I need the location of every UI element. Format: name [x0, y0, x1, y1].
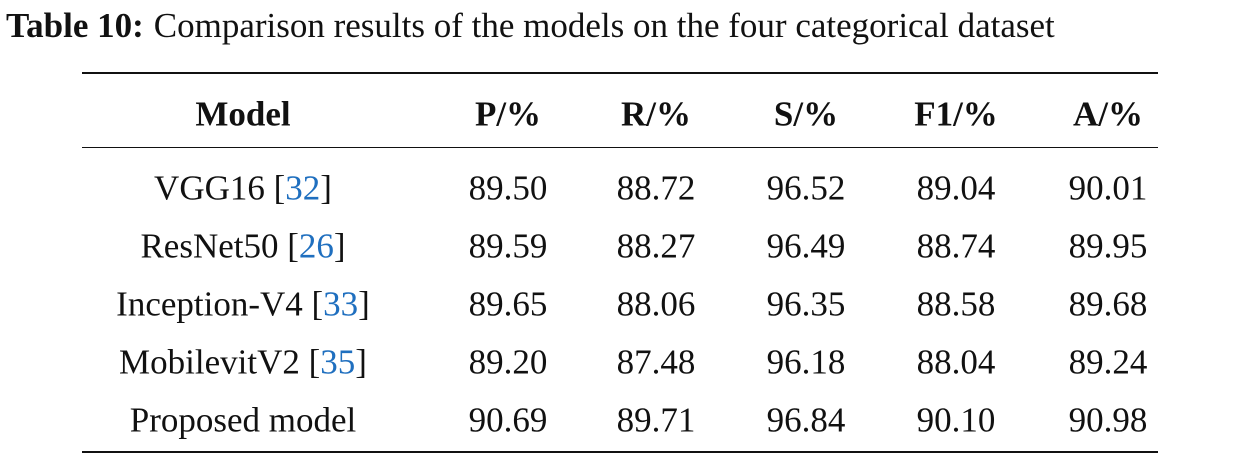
header-cell: S/% — [773, 94, 839, 134]
value-cell: 88.72 — [616, 168, 696, 208]
value-cell: 96.35 — [766, 284, 846, 324]
value-cell: 96.18 — [766, 342, 846, 382]
model-name: Inception-V4 [ — [116, 284, 324, 324]
value-cell: 89.95 — [1068, 226, 1148, 266]
value-cell: 90.10 — [916, 400, 996, 440]
model-name: MobilevitV2 [ — [119, 342, 321, 382]
mid-rule — [82, 147, 1158, 148]
model-cell: Inception-V4 [33] — [116, 287, 370, 322]
bottom-rule — [82, 451, 1158, 453]
model-name: ] — [333, 226, 346, 266]
value-cell: 89.59 — [468, 226, 548, 266]
model-cell: VGG16 [32] — [154, 171, 332, 206]
header-cell: F1/% — [914, 94, 998, 134]
header-cell: Model — [195, 94, 291, 134]
value-cell: 88.74 — [916, 226, 996, 266]
value-cell: 88.06 — [616, 284, 696, 324]
value-cell: 89.20 — [468, 342, 548, 382]
citation: 33 — [323, 284, 359, 324]
caption-label: Table 10: — [6, 6, 144, 45]
citation: 32 — [285, 168, 321, 208]
top-rule — [82, 72, 1158, 74]
value-cell: 88.04 — [916, 342, 996, 382]
value-cell: 90.98 — [1068, 400, 1148, 440]
value-cell: 88.27 — [616, 226, 696, 266]
citation: 26 — [298, 226, 334, 266]
citation: 35 — [320, 342, 356, 382]
value-cell: 87.48 — [616, 342, 696, 382]
value-cell: 96.52 — [766, 168, 846, 208]
header-cell: R/% — [621, 94, 691, 134]
value-cell: 89.04 — [916, 168, 996, 208]
value-cell: 90.69 — [468, 400, 548, 440]
model-name: VGG16 [ — [154, 168, 286, 208]
value-cell: 89.71 — [616, 400, 696, 440]
model-name: Proposed model — [129, 400, 357, 440]
model-cell: MobilevitV2 [35] — [119, 345, 367, 380]
value-cell: 89.68 — [1068, 284, 1148, 324]
header-cell: A/% — [1073, 94, 1143, 134]
model-name: ] — [355, 342, 367, 382]
model-name: ResNet50 [ — [140, 226, 299, 266]
model-name: ] — [320, 168, 332, 208]
value-cell: 89.65 — [468, 284, 548, 324]
value-cell: 89.50 — [468, 168, 548, 208]
value-cell: 96.84 — [766, 400, 846, 440]
caption: Table 10: Comparison results of the model… — [6, 6, 1055, 46]
model-cell: Proposed model — [130, 403, 357, 438]
model-cell: ResNet50 [26] — [140, 229, 345, 264]
value-cell: 89.24 — [1068, 342, 1148, 382]
caption-text: Comparison results of the models on the … — [153, 6, 1055, 45]
header-cell: P/% — [474, 94, 542, 134]
value-cell: 90.01 — [1068, 168, 1148, 208]
value-cell: 96.49 — [766, 226, 846, 266]
model-name: ] — [358, 284, 370, 324]
value-cell: 88.58 — [916, 284, 996, 324]
